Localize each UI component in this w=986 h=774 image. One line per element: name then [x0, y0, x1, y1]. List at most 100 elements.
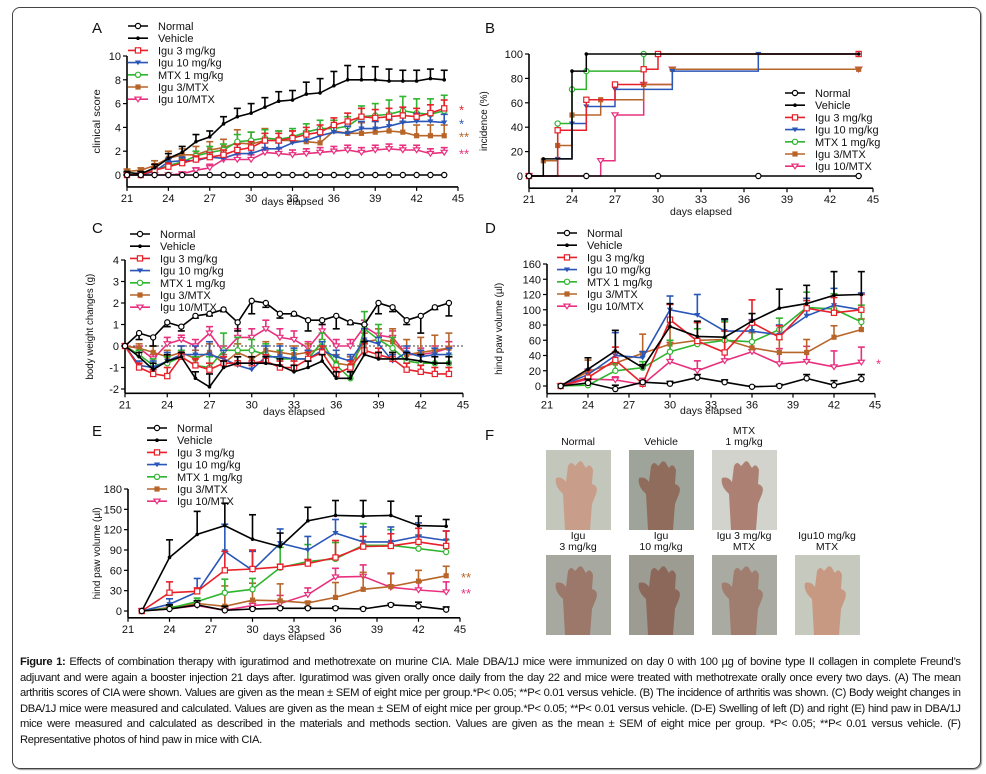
data-point [278, 544, 282, 549]
legend-marker [136, 268, 144, 274]
data-point [426, 150, 435, 158]
y-axis-label: body weight changes (g) [84, 274, 96, 380]
data-point [290, 356, 298, 362]
data-point [344, 131, 351, 136]
x-tick-label: 24 [161, 399, 173, 411]
legend-item: MTX 1 mg/kg [785, 137, 880, 149]
data-point [247, 334, 256, 342]
data-point [375, 341, 382, 347]
data-point [275, 146, 282, 152]
significance-marker: * [459, 102, 464, 117]
legend-marker [563, 267, 571, 273]
legend-label: Igu 10 mg/kg [587, 265, 651, 277]
data-point [179, 152, 185, 158]
legend-label: Igu 3/MTX [815, 149, 866, 161]
photo-label: 10 mg/kg [639, 541, 682, 553]
data-point [776, 334, 783, 341]
legend-item: Igu 10/MTX [557, 301, 645, 313]
series-line [560, 306, 862, 387]
legend-label: Igu 3/MTX [158, 82, 209, 94]
legend-marker [136, 36, 140, 40]
figure-caption: Figure 1: Effects of combination therapy… [20, 655, 961, 749]
legend-item: Igu 10 mg/kg [557, 265, 651, 277]
photo-label: Igu 3 mg/kg [717, 530, 772, 542]
data-point [385, 124, 393, 129]
legend-label: Vehicle [160, 241, 195, 253]
data-point [431, 352, 438, 358]
data-point [431, 304, 439, 311]
data-point [611, 377, 620, 384]
y-tick-label: 4 [113, 255, 119, 267]
x-tick-label: 30 [652, 194, 664, 206]
data-point [331, 574, 340, 581]
series-step-line [529, 53, 859, 177]
data-point [249, 111, 253, 115]
data-point [277, 598, 283, 604]
data-point [193, 376, 198, 381]
data-point [557, 382, 564, 390]
x-tick-label: 27 [623, 400, 635, 412]
data-point [413, 119, 420, 125]
data-point [442, 548, 450, 556]
data-point [693, 368, 702, 375]
panel-letter: F [485, 427, 494, 444]
data-point [261, 137, 269, 144]
data-point [639, 378, 646, 386]
data-point [149, 334, 157, 341]
series-igu-3-mtx [526, 66, 862, 179]
data-point [264, 361, 268, 366]
legend-label: Igu 10 mg/kg [815, 125, 879, 137]
data-point [666, 380, 674, 387]
paw-icon [804, 566, 846, 635]
legend-marker [136, 255, 144, 262]
data-point [776, 349, 782, 356]
data-point [748, 338, 756, 345]
data-point [640, 365, 645, 370]
panel-letter: E [92, 423, 102, 440]
x-tick-label: 24 [566, 194, 578, 206]
legend-item: Vehicle [147, 435, 212, 447]
data-point [192, 312, 199, 320]
data-point [193, 588, 201, 595]
series-normal [138, 600, 450, 615]
significance-marker: * [459, 117, 464, 132]
data-point [541, 157, 546, 161]
data-point [249, 586, 256, 593]
data-point [389, 344, 396, 352]
x-tick-label: 24 [163, 624, 175, 636]
paw-photo: Igu10 mg/kg [629, 530, 694, 635]
panel-letter: B [485, 20, 495, 37]
data-point [428, 76, 433, 81]
legend-item: Igu 3 mg/kg [128, 45, 215, 57]
data-point [221, 589, 229, 596]
data-point [804, 349, 810, 356]
data-point [234, 171, 241, 179]
data-point [247, 144, 255, 151]
data-point [372, 114, 379, 122]
data-point [804, 301, 809, 306]
data-point [289, 134, 296, 142]
data-point [387, 542, 395, 550]
legend-item: Igu 3 mg/kg [557, 252, 644, 264]
data-point [610, 112, 620, 119]
data-point [427, 119, 434, 125]
data-point [400, 129, 406, 135]
y-tick-label: 8 [115, 75, 121, 87]
legend-marker [136, 279, 144, 286]
y-tick-label: 60 [511, 98, 523, 110]
data-point [233, 156, 242, 164]
data-point [445, 299, 453, 307]
data-point [318, 91, 322, 95]
data-point [403, 317, 410, 324]
data-point [372, 126, 379, 132]
data-point [151, 171, 158, 179]
data-point [249, 605, 256, 613]
data-point [389, 304, 396, 311]
data-point [138, 607, 146, 615]
data-point [234, 319, 241, 326]
data-point [330, 130, 337, 135]
data-point [777, 306, 782, 311]
data-point [195, 532, 199, 537]
data-point [372, 171, 379, 179]
